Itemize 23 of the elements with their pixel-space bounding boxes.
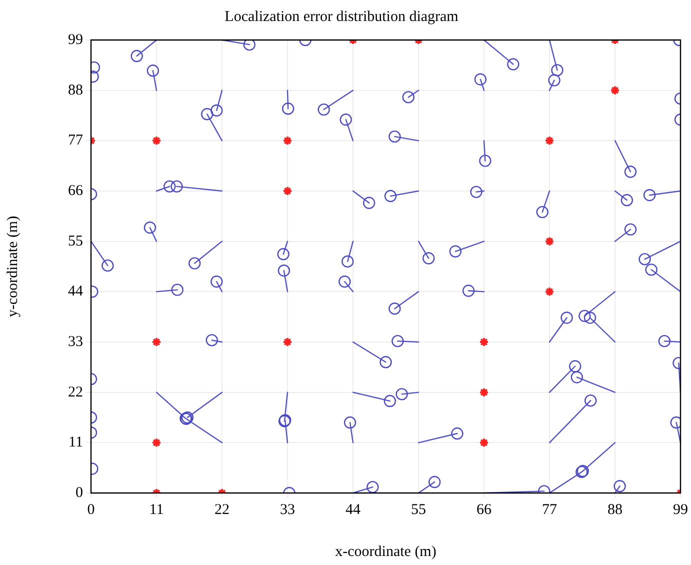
x-tick-label: 22 (214, 502, 230, 518)
y-tick-label: 77 (68, 132, 84, 149)
x-tick-label: 44 (346, 502, 361, 518)
y-tick-label: 66 (68, 182, 84, 199)
y-tick-label: 88 (68, 82, 83, 98)
x-tick-label: 88 (608, 502, 622, 518)
x-tick-label: 11 (149, 502, 164, 518)
x-axis-title: x-coordinate (m) (335, 544, 436, 560)
x-tick-label: 33 (280, 502, 295, 518)
y-tick-label: 99 (68, 32, 83, 48)
y-tick-label: 0 (76, 484, 83, 501)
y-tick-label: 22 (68, 384, 83, 400)
x-tick-label: 0 (87, 502, 95, 518)
y-tick-label: 11 (68, 434, 83, 451)
y-axis-title: y-coordinate (m) (4, 216, 21, 318)
chart-title: Localization error distribution diagram (224, 8, 459, 25)
y-tick-label: 33 (68, 334, 83, 350)
x-tick-label: 77 (542, 502, 558, 518)
y-tick-label: 44 (68, 284, 84, 300)
x-tick-label: 99 (673, 502, 688, 518)
x-tick-label: 55 (411, 502, 426, 518)
y-tick-label: 55 (68, 233, 83, 250)
x-tick-label: 66 (476, 502, 492, 518)
